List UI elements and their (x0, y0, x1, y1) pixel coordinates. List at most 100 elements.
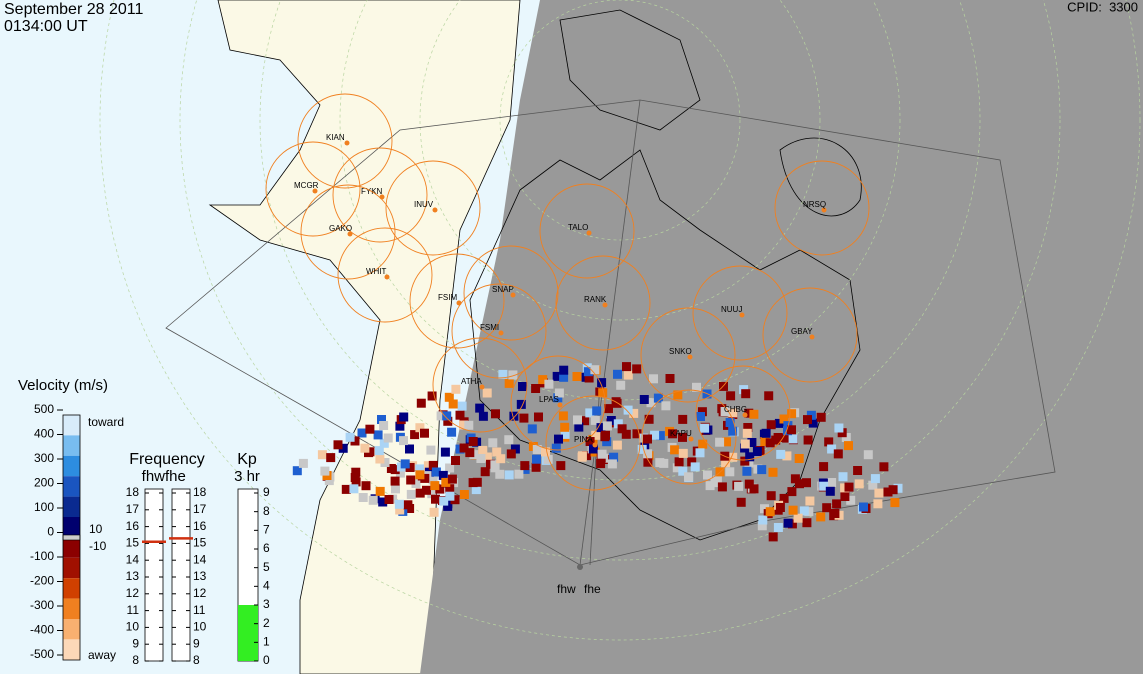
vector (426, 445, 436, 455)
radar-site (577, 564, 583, 570)
vector (606, 416, 616, 425)
vector (516, 399, 526, 409)
frequency-tick: 9 (193, 636, 200, 650)
frequency-radar: fhe (165, 468, 186, 485)
vector (411, 479, 421, 488)
station-label: KAPU (670, 429, 692, 438)
vector (451, 384, 461, 394)
color-swatch (63, 578, 80, 599)
velocity-tick: 100 (34, 500, 54, 514)
land-day (208, 0, 521, 675)
station-dot (821, 207, 827, 213)
kp-tick: 2 (263, 616, 270, 630)
color-swatch (63, 598, 80, 619)
vector (583, 367, 593, 377)
vector (541, 447, 550, 457)
vector (725, 418, 735, 427)
vector (431, 467, 441, 477)
vector (572, 372, 582, 381)
vector (405, 463, 415, 472)
vector (637, 444, 647, 454)
station-label: TALO (568, 223, 588, 232)
vector (428, 460, 438, 470)
kp-tick: 0 (263, 653, 270, 667)
vector (338, 443, 348, 453)
vector (613, 369, 622, 379)
grid-circle (259, 0, 981, 481)
vector (377, 415, 386, 424)
color-swatch (63, 619, 80, 640)
vector (816, 512, 826, 522)
vector (585, 437, 595, 446)
vector (888, 485, 898, 495)
station-range (337, 227, 433, 323)
vector (799, 506, 809, 516)
vector (788, 505, 798, 515)
vector (580, 416, 590, 426)
vector (350, 473, 360, 482)
vector (415, 464, 425, 474)
vector (341, 484, 351, 494)
vector (552, 371, 562, 381)
vector (819, 462, 829, 472)
vector (492, 447, 502, 457)
color-swatch (63, 496, 80, 517)
vector (554, 434, 563, 444)
vector (504, 435, 514, 445)
frequency-tick: 11 (193, 603, 206, 617)
vector (695, 448, 705, 458)
vector (700, 423, 710, 433)
vector (423, 461, 433, 471)
vector (482, 388, 492, 398)
velocity-tick: 0 (47, 525, 54, 539)
vector (428, 475, 438, 485)
vector (471, 485, 481, 495)
vector (447, 474, 457, 484)
station-dot (344, 140, 350, 146)
vector (879, 462, 889, 472)
islands (559, 9, 701, 131)
vector (488, 438, 498, 448)
frequency-tick: 15 (126, 536, 140, 550)
station-range (385, 160, 481, 256)
frequency-tick: 13 (126, 569, 140, 583)
vector (787, 425, 796, 435)
stations: KIANMCGRFYKNINUVGAKOWHITFSIMSNAPFSMIRANK… (265, 93, 870, 491)
station-label: INUV (414, 200, 434, 209)
vector (519, 413, 529, 423)
velocity-tick: 500 (34, 402, 54, 416)
vector (622, 362, 631, 372)
vector (429, 507, 439, 517)
vector (670, 445, 680, 455)
vector (391, 484, 400, 494)
station-label: WHIT (366, 267, 387, 276)
frequency-bar (144, 488, 164, 662)
vector (765, 438, 775, 448)
vector (459, 420, 468, 430)
vector (816, 412, 826, 422)
vector (644, 414, 654, 424)
station-label: SNKO (669, 347, 692, 356)
vector (394, 499, 404, 509)
vector (439, 496, 449, 506)
station-label: KIAN (326, 133, 345, 142)
station-dot (498, 330, 504, 336)
frequency-tick: 8 (132, 653, 139, 667)
vector (447, 427, 457, 437)
vector (819, 481, 829, 491)
frequency-tick: 11 (127, 603, 140, 617)
vector (832, 499, 842, 509)
vector (779, 414, 789, 424)
vector (783, 518, 793, 528)
vector (749, 409, 759, 419)
vector (351, 467, 361, 477)
station-dot (687, 354, 693, 360)
frequency-bar (171, 488, 191, 662)
vector (760, 437, 770, 446)
vector (697, 407, 707, 417)
vector (632, 364, 642, 374)
vector (415, 423, 425, 433)
station-label: CHBG (724, 405, 747, 414)
station-range (692, 265, 788, 361)
vector (534, 412, 543, 422)
